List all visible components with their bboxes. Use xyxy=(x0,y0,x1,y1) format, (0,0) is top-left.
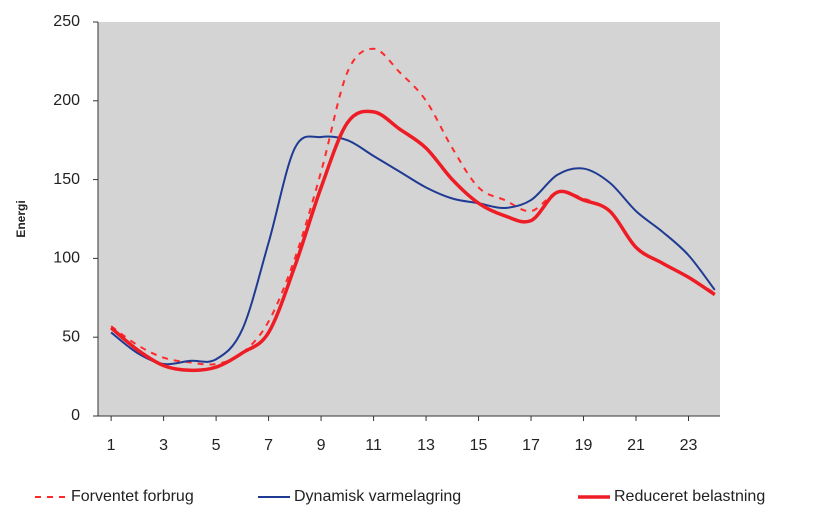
series-line xyxy=(109,109,716,373)
x-tick-label: 5 xyxy=(212,437,221,454)
x-tick-label: 21 xyxy=(627,437,645,454)
y-tick-label: 200 xyxy=(53,92,80,109)
y-tick-label: 100 xyxy=(53,250,80,267)
y-axis-label: Energi xyxy=(14,200,28,237)
x-tick-label: 3 xyxy=(159,437,168,454)
x-tick-label: 17 xyxy=(522,437,540,454)
x-tick-label: 11 xyxy=(365,437,382,454)
legend-label: Reduceret belastning xyxy=(614,488,765,505)
x-tick-label: 13 xyxy=(417,437,435,454)
x-tick-label: 9 xyxy=(317,437,326,454)
y-tick-label: 50 xyxy=(62,328,80,345)
x-tick-label: 19 xyxy=(575,437,593,454)
y-tick-label: 0 xyxy=(71,407,80,424)
x-tick-label: 15 xyxy=(470,437,488,454)
x-tick-label: 1 xyxy=(107,437,116,454)
series-line xyxy=(110,135,716,366)
x-tick-label: 7 xyxy=(264,437,273,454)
legend-label: Dynamisk varmelagring xyxy=(294,488,461,505)
x-tick-label: 23 xyxy=(680,437,698,454)
legend-label: Forventet forbrug xyxy=(71,488,194,505)
y-tick-label: 250 xyxy=(53,13,80,30)
y-tick-label: 150 xyxy=(53,171,80,188)
